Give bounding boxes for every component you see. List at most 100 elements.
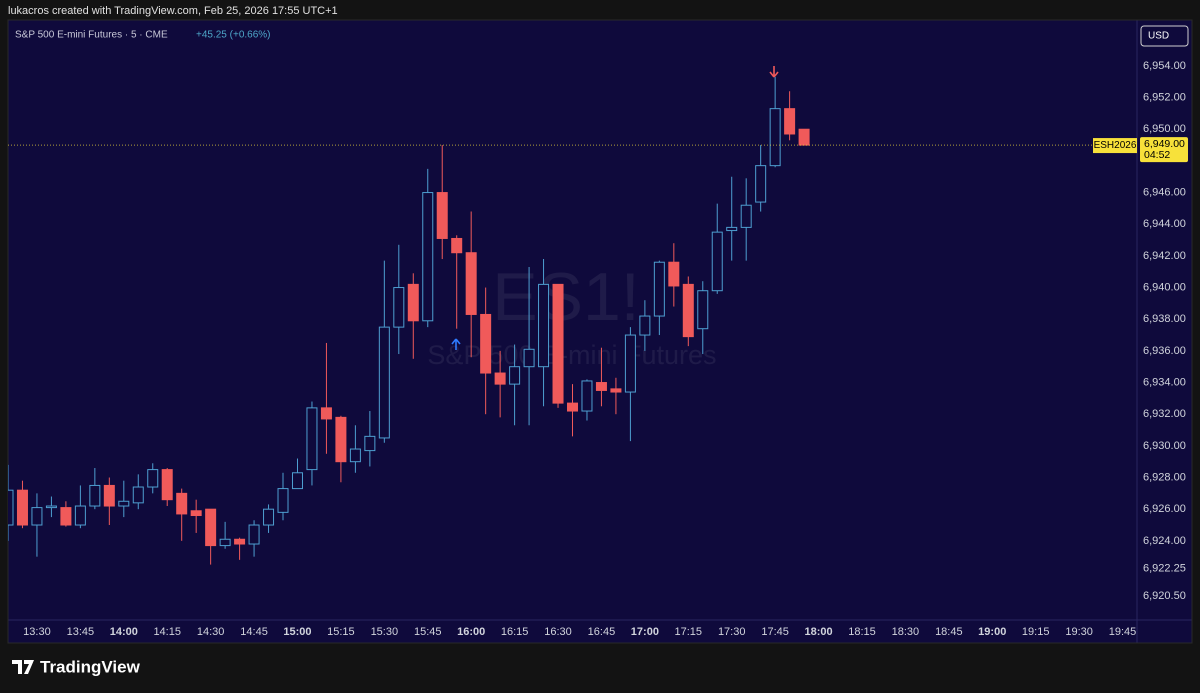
- candle-body: [8, 489, 14, 526]
- y-tick-label: 6,924.00: [1143, 535, 1186, 547]
- candle-body: [89, 484, 101, 507]
- brand-logo: [12, 660, 34, 674]
- x-tick-label: 16:00: [457, 626, 485, 638]
- x-tick-label: 16:15: [501, 626, 529, 638]
- candle-body: [306, 407, 318, 471]
- candle-body: [74, 505, 86, 526]
- candle-body: [552, 283, 564, 404]
- candle-body: [624, 334, 636, 393]
- candle-body: [784, 108, 796, 135]
- candle-body: [161, 469, 173, 501]
- symbol-tag-label: ESH2026: [1094, 140, 1137, 151]
- panel-border: [7, 19, 1193, 644]
- candle-body: [451, 237, 463, 254]
- candle-body: [726, 226, 738, 232]
- header-text: lukacros created with TradingView.com, F…: [8, 5, 338, 17]
- candle-body: [132, 486, 144, 504]
- x-tick-label: 16:30: [544, 626, 572, 638]
- x-tick-label: 17:45: [761, 626, 789, 638]
- x-tick-label: 18:30: [892, 626, 920, 638]
- x-tick-label: 17:00: [631, 626, 659, 638]
- candle-body: [364, 435, 376, 452]
- signal-down-arrow: [769, 66, 779, 78]
- candle-body: [610, 388, 622, 393]
- x-tick-label: 13:30: [23, 626, 51, 638]
- x-tick-label: 15:00: [283, 626, 311, 638]
- candle-body: [668, 261, 680, 287]
- candle-body: [263, 508, 275, 526]
- candle-body: [509, 366, 521, 385]
- legend-symbol: S&P 500 E-mini Futures · 5 · CME: [15, 30, 168, 41]
- candle-body: [60, 507, 72, 526]
- watermark-ticker: ES1!: [492, 259, 639, 335]
- candle-body: [219, 538, 231, 547]
- y-tick-label: 6,942.00: [1143, 250, 1186, 262]
- candle-body: [581, 380, 593, 412]
- candle-body: [45, 505, 57, 509]
- candle-body: [567, 402, 578, 412]
- last-price-tag: [1140, 137, 1188, 163]
- legend-change: +45.25 (+0.66%): [196, 30, 271, 41]
- y-tick-label: 6,950.00: [1143, 123, 1186, 135]
- candle-body: [639, 315, 651, 336]
- candle-body: [393, 287, 405, 328]
- candle-body: [103, 484, 115, 507]
- y-tick-label: 6,940.00: [1143, 281, 1186, 293]
- y-tick-label: 6,954.00: [1143, 60, 1186, 72]
- y-tick-label: 6,938.00: [1143, 313, 1186, 325]
- candle-body: [190, 510, 202, 517]
- candle-body: [349, 448, 361, 463]
- x-tick-label: 18:15: [848, 626, 876, 638]
- candle-body: [653, 261, 665, 317]
- candle-body: [277, 488, 289, 513]
- candle-body: [436, 192, 448, 239]
- y-tick-label: 6,946.00: [1143, 186, 1186, 198]
- x-tick-label: 18:45: [935, 626, 963, 638]
- x-tick-label: 15:45: [414, 626, 442, 638]
- y-tick-label: 6,944.00: [1143, 218, 1186, 230]
- x-tick-label: 17:15: [675, 626, 703, 638]
- x-tick-label: 13:45: [67, 626, 95, 638]
- candle-body: [176, 492, 188, 515]
- y-tick-label: 6,928.00: [1143, 471, 1186, 483]
- candle-body: [147, 469, 159, 488]
- candle-body: [711, 231, 723, 292]
- x-tick-label: 15:30: [371, 626, 399, 638]
- candle-body: [740, 204, 752, 228]
- y-tick-label: 6,922.25: [1143, 562, 1186, 574]
- candle-body: [682, 283, 694, 338]
- y-tick-label: 6,936.00: [1143, 345, 1186, 357]
- candle-body: [335, 416, 347, 463]
- y-tick-label: 6,934.00: [1143, 376, 1186, 388]
- currency[interactable]: USD: [1148, 31, 1169, 42]
- candle-body: [480, 313, 492, 374]
- candle-body: [538, 283, 550, 368]
- symbol-tag: [1093, 138, 1137, 154]
- countdown-label: 04:52: [1144, 149, 1170, 161]
- x-tick-label: 19:45: [1109, 626, 1137, 638]
- price-axis: [1137, 20, 1192, 620]
- x-tick-label: 14:15: [153, 626, 181, 638]
- y-tick-label: 6,930.00: [1143, 440, 1186, 452]
- brand-name: TradingView: [40, 657, 141, 676]
- y-tick-label: 6,932.00: [1143, 408, 1186, 420]
- x-tick-label: 19:00: [978, 626, 1006, 638]
- candle-body: [248, 524, 260, 545]
- x-tick-label: 14:45: [240, 626, 268, 638]
- candle-body: [755, 165, 767, 203]
- x-tick-label: 14:00: [110, 626, 138, 638]
- signal-up-arrow: [451, 338, 461, 350]
- candle-body: [205, 508, 217, 547]
- candle-body: [407, 283, 419, 322]
- candle-body: [798, 128, 810, 146]
- watermark-name: S&P 500 E-mini Futures: [427, 340, 716, 370]
- candle-body: [118, 500, 130, 507]
- x-tick-label: 19:30: [1065, 626, 1093, 638]
- candle-body: [465, 252, 477, 315]
- candle-body: [320, 407, 332, 420]
- candle-body: [234, 538, 246, 545]
- candle-body: [523, 348, 535, 368]
- currency-box[interactable]: [1140, 25, 1189, 47]
- y-tick-label: 6,926.00: [1143, 503, 1186, 515]
